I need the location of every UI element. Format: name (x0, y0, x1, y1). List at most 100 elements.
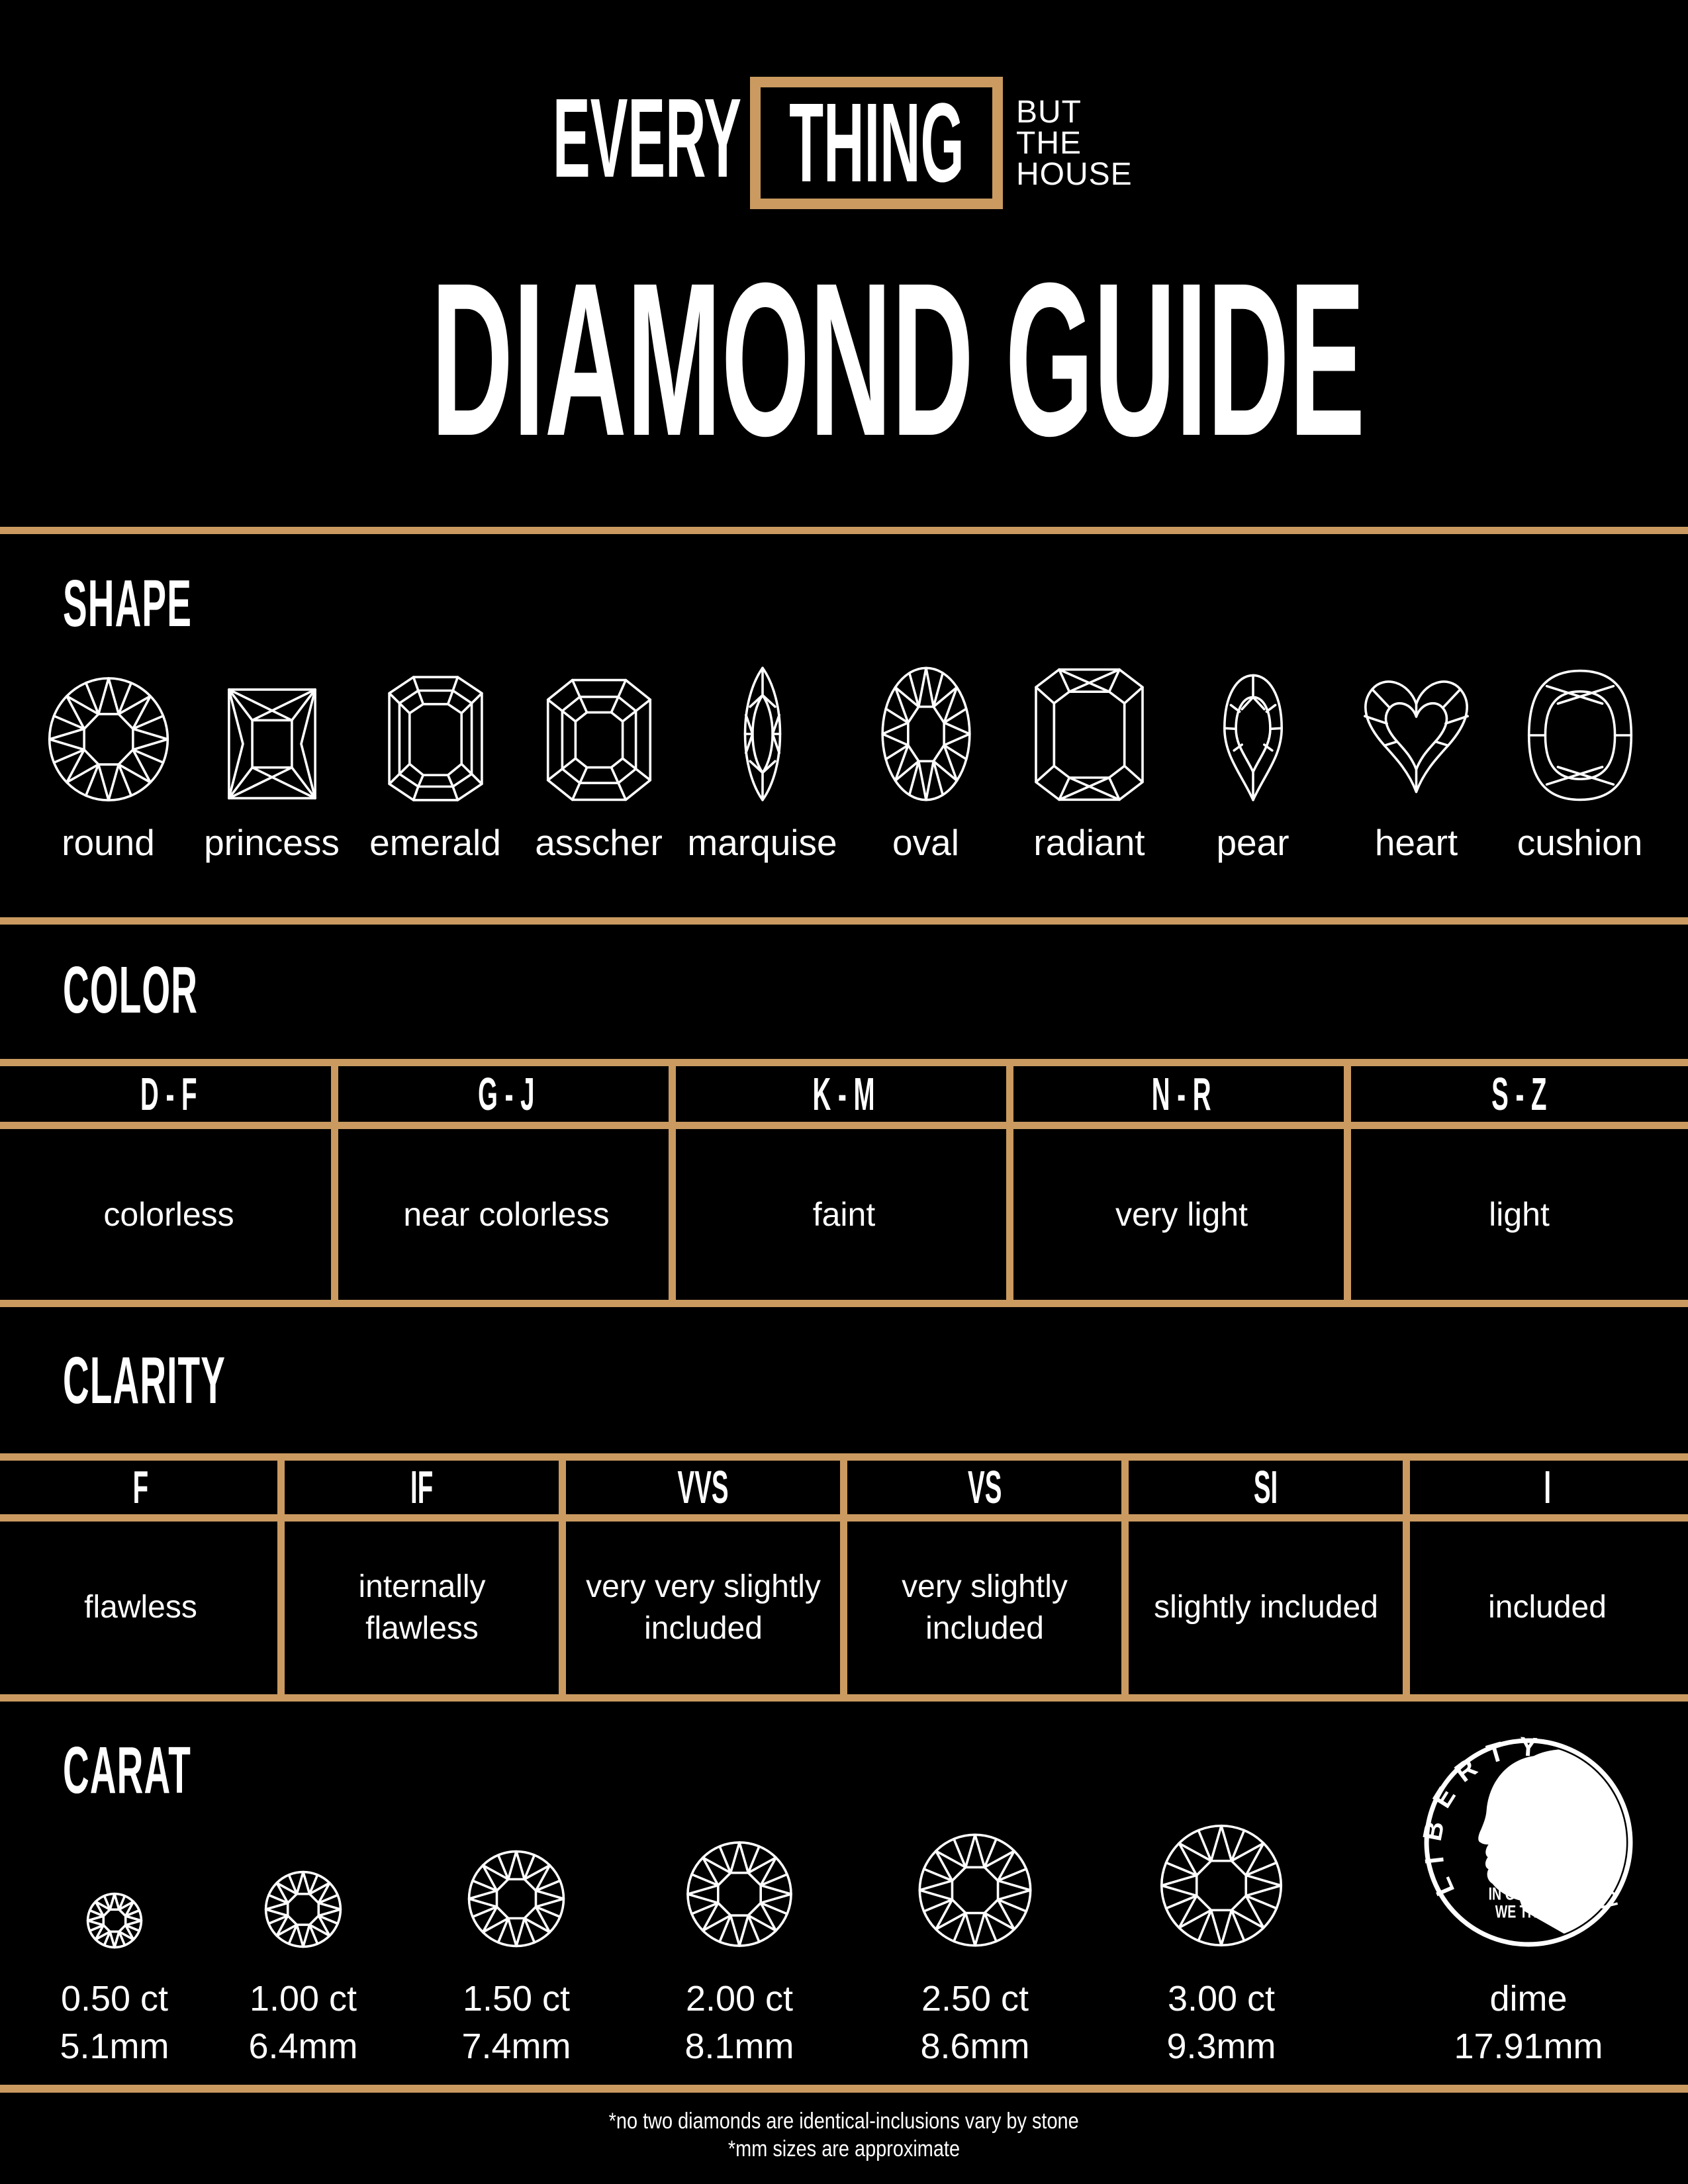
clarity-divider-2 (559, 1453, 566, 1702)
heart-cut-icon (1355, 670, 1477, 804)
carat-weight: dime (1489, 1979, 1568, 2019)
carat-weight: 3.00 ct (1167, 1979, 1276, 2019)
carat-diamond-icon-050 (86, 1892, 143, 1949)
dime-coin-icon: LIBERTY IN GOD WE TRUST 2022 (1422, 1736, 1633, 1947)
clarity-desc-vvs: very very slightly included (586, 1569, 821, 1646)
carat-item-100: 1.00 ct 6.4mm (224, 1813, 383, 2067)
shape-item-cushion: cushion (1498, 652, 1662, 864)
carat-weight: 1.00 ct (249, 1979, 357, 2019)
oval-cut-icon (880, 664, 972, 804)
clarity-grade-if: IF (410, 1461, 434, 1513)
carat-item-dime: LIBERTY IN GOD WE TRUST 2022 dime 17.91m… (1409, 1736, 1648, 2067)
carat-weight: 2.50 ct (921, 1979, 1029, 2019)
carat-diamond-icon-200 (684, 1839, 794, 1949)
dime-motto-line2: WE TRUST (1495, 1903, 1564, 1923)
logo-every-text: EVERY (0, 82, 741, 195)
shape-item-princess: princess (190, 652, 353, 864)
color-desc-colorless: colorless (103, 1196, 234, 1233)
divider-title-shape (0, 527, 1688, 534)
logo-tagline: BUT THE HOUSE (1016, 95, 1133, 192)
carat-diamond-icon-300 (1158, 1822, 1285, 1949)
carat-weight: 0.50 ct (60, 1979, 169, 2019)
marquise-cut-icon (721, 664, 804, 804)
carat-size: 5.1mm (60, 2026, 169, 2066)
shape-row: round princess emerald (26, 652, 1662, 864)
color-grade-km: K - M (812, 1068, 876, 1120)
clarity-divider-4 (1121, 1453, 1129, 1702)
shape-item-emerald: emerald (353, 652, 517, 864)
page-title: DIAMOND GUIDE (431, 237, 1366, 481)
carat-size: 6.4mm (248, 2026, 358, 2066)
carat-size: 8.6mm (920, 2026, 1030, 2066)
pear-cut-icon (1213, 664, 1293, 804)
color-grade-sz: S - Z (1491, 1068, 1547, 1120)
clarity-grade-si: SI (1254, 1461, 1278, 1513)
radiant-cut-icon (1031, 665, 1147, 804)
shape-label: asscher (535, 822, 663, 863)
clarity-grade-f: F (132, 1461, 149, 1513)
carat-diamond-icon-250 (916, 1831, 1034, 1949)
color-desc-faint: faint (812, 1196, 876, 1233)
shape-label: marquise (687, 822, 837, 863)
shape-item-marquise: marquise (680, 652, 844, 864)
dime-motto-line1: IN GOD (1489, 1885, 1535, 1905)
logo-thing-label: THING (788, 80, 964, 206)
logo-tagline-but: BUT (1016, 95, 1082, 130)
clarity-desc-vs: very slightly included (902, 1569, 1068, 1646)
shape-item-oval: oval (844, 652, 1008, 864)
shape-item-heart: heart (1335, 652, 1498, 864)
color-grade-gj: G - J (478, 1068, 535, 1120)
carat-size: 17.91mm (1454, 2026, 1603, 2066)
color-table-bottom-rule (0, 1300, 1688, 1307)
color-divider-1 (331, 1059, 338, 1307)
logo-tagline-the: THE (1016, 126, 1082, 161)
color-grade-df: D - F (140, 1068, 197, 1120)
color-divider-4 (1344, 1059, 1351, 1307)
shape-heading: SHAPE (63, 567, 192, 641)
logo-tagline-house: HOUSE (1016, 157, 1133, 192)
shape-item-asscher: asscher (517, 652, 680, 864)
clarity-desc-si: slightly included (1154, 1590, 1378, 1625)
color-divider-2 (669, 1059, 676, 1307)
shape-label: emerald (369, 822, 501, 863)
carat-item-150: 1.50 ct 7.4mm (437, 1813, 596, 2067)
logo-thing-box: THING (750, 77, 1003, 209)
round-cut-icon (46, 674, 171, 804)
color-table-top-rule (0, 1059, 1688, 1066)
carat-item-300: 3.00 ct 9.3mm (1142, 1813, 1301, 2067)
color-heading: COLOR (63, 953, 199, 1027)
carat-diamond-icon-150 (466, 1848, 567, 1949)
clarity-grade-vs: VS (967, 1461, 1002, 1513)
footer-note-1: *no two diamonds are identical-inclusion… (608, 2109, 1080, 2134)
clarity-desc-included: included (1488, 1590, 1607, 1625)
carat-weight: 2.00 ct (685, 1979, 794, 2019)
shape-label: pear (1216, 822, 1289, 863)
princess-cut-icon (214, 684, 330, 804)
shape-label: round (62, 822, 155, 863)
clarity-desc-flawless: flawless (84, 1590, 197, 1625)
shape-item-radiant: radiant (1008, 652, 1171, 864)
footer-note-2: *mm sizes are approximate (727, 2136, 961, 2161)
divider-shape-color (0, 917, 1688, 925)
color-desc-near-colorless: near colorless (403, 1196, 610, 1233)
carat-item-200: 2.00 ct 8.1mm (660, 1813, 819, 2067)
asscher-cut-icon (543, 676, 655, 804)
carat-item-050: 0.50 ct 5.1mm (35, 1813, 194, 2067)
shape-item-pear: pear (1171, 652, 1335, 864)
clarity-divider-3 (840, 1453, 847, 1702)
color-desc-light: light (1489, 1196, 1550, 1233)
shape-item-round: round (26, 652, 190, 864)
clarity-grade-vvs: VVS (677, 1461, 729, 1513)
carat-weight: 1.50 ct (462, 1979, 571, 2019)
clarity-desc-internally-flawless: internally flawless (358, 1569, 486, 1646)
carat-diamond-icon-100 (263, 1870, 343, 1949)
shape-label: princess (204, 822, 340, 863)
clarity-divider-5 (1403, 1453, 1410, 1702)
clarity-divider-1 (277, 1453, 285, 1702)
shape-label: heart (1374, 822, 1458, 863)
cushion-cut-icon (1524, 666, 1636, 804)
carat-size: 7.4mm (461, 2026, 571, 2066)
color-grade-nr: N - R (1152, 1068, 1211, 1120)
logo-every-label: EVERY (552, 75, 741, 201)
